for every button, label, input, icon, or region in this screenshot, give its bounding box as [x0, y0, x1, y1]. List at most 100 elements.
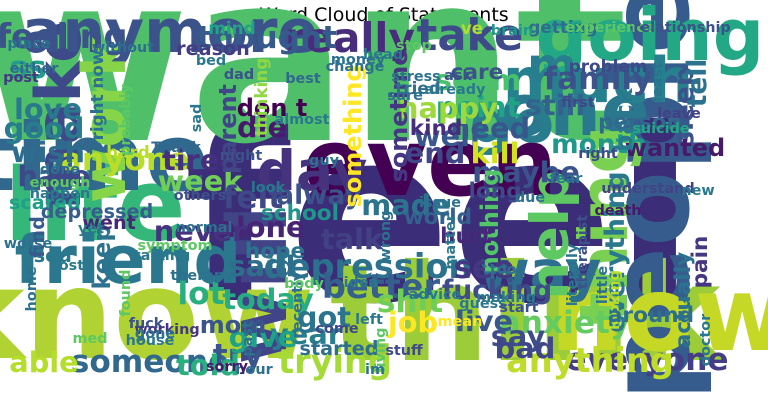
- word-still: still: [525, 88, 586, 122]
- word-want: want: [0, 0, 628, 196]
- word-fear: fear: [550, 171, 584, 187]
- word-see: see: [454, 250, 515, 286]
- word-issue: issue: [419, 195, 461, 211]
- word-leave: leave: [657, 106, 701, 122]
- word-guy: guy: [309, 153, 340, 169]
- word-death: death: [595, 203, 642, 219]
- word-end: end: [405, 136, 466, 170]
- word-nothing: nothing: [476, 169, 504, 274]
- word-someone: someone: [71, 344, 229, 380]
- word-now: now: [550, 255, 768, 375]
- word-getting: getting: [528, 17, 597, 37]
- word-give: give: [229, 320, 298, 354]
- word-thought: thought: [197, 20, 337, 56]
- word-wrong: wrong: [378, 211, 394, 262]
- word-said: said: [228, 249, 295, 283]
- word-ss: ss: [9, 50, 46, 86]
- word-done: done: [40, 162, 80, 178]
- word-tell: tell: [682, 59, 713, 108]
- word-going: going: [536, 0, 764, 77]
- word-new: new: [681, 183, 714, 199]
- word-sad: sad: [189, 104, 205, 133]
- word-pain: pain: [688, 236, 713, 289]
- word-already: already: [425, 82, 487, 98]
- word-thank: Thank: [151, 140, 201, 156]
- word-well: well: [414, 119, 480, 153]
- word-felt: felt: [223, 180, 283, 216]
- word-family: family: [544, 61, 653, 97]
- word-stop: stop: [396, 38, 432, 54]
- word-body: body: [284, 276, 324, 292]
- word-come: come: [315, 321, 358, 337]
- word-living: living: [373, 328, 389, 373]
- word-world: world: [404, 205, 472, 230]
- word-life: life: [4, 146, 185, 264]
- word-therapist: therapist: [575, 215, 591, 289]
- word-experience: experience: [565, 20, 655, 36]
- word-love: love: [14, 92, 82, 126]
- word-tried: tried: [395, 78, 440, 98]
- word-literally: literally: [565, 243, 581, 306]
- word-go: go: [470, 87, 554, 157]
- word-without: without: [92, 40, 154, 56]
- word-feeling: feeling: [0, 17, 128, 56]
- word-one: one: [500, 68, 650, 152]
- word-mean: mean: [438, 314, 483, 330]
- word-change: change: [326, 59, 385, 75]
- word-think: think: [330, 235, 724, 392]
- word-made: made: [361, 188, 451, 222]
- word-mind: mind: [208, 18, 255, 38]
- word-keep: keep: [88, 224, 116, 289]
- word-around: around: [608, 303, 694, 328]
- word-everything: everything: [600, 171, 631, 332]
- word-started: started: [300, 337, 379, 360]
- word-friend: friend: [15, 221, 242, 299]
- word-hate: hate: [17, 159, 90, 193]
- word-least: least: [650, 62, 666, 102]
- word-normal: normal: [176, 220, 233, 236]
- word-worse: worse: [4, 236, 53, 252]
- word-need: need: [450, 111, 530, 145]
- word-looking: looking: [607, 270, 623, 330]
- word-symptom: symptom: [137, 238, 212, 254]
- word-good: good: [4, 111, 85, 145]
- word-tired: tired: [162, 143, 240, 177]
- word-something: something: [339, 64, 367, 207]
- word-start: start: [499, 300, 538, 316]
- word-time: time: [0, 104, 209, 213]
- word-make: make: [22, 20, 95, 209]
- word-understand: understand: [601, 181, 694, 197]
- word-first: first: [561, 95, 594, 111]
- word-anything: anything: [506, 341, 674, 380]
- word-ve: ve: [461, 18, 483, 38]
- word-med: med: [72, 331, 107, 347]
- word-scared: scared: [9, 191, 81, 214]
- word-anymore: anymore: [22, 0, 318, 67]
- word-back: back: [610, 87, 638, 152]
- word-trying: trying: [278, 342, 392, 381]
- word-anyone: anyone: [61, 142, 189, 178]
- word-today: today: [222, 282, 314, 316]
- word-took: took: [490, 262, 527, 278]
- word-hour: hour: [235, 362, 273, 378]
- word-sorry: sorry: [206, 359, 249, 375]
- word-help: help: [520, 170, 581, 299]
- word-matter: matter: [443, 213, 459, 269]
- word-happy: happy: [398, 91, 498, 125]
- word-day: day: [256, 140, 367, 204]
- word-look: look: [251, 180, 286, 196]
- word-actually: actually: [671, 252, 696, 349]
- word-sleep: sleep: [669, 67, 700, 146]
- word-mom: mom: [200, 311, 267, 339]
- word-say: say: [491, 319, 546, 353]
- word-talk: talk: [321, 222, 384, 256]
- word-left: left: [355, 312, 383, 328]
- word-little: little: [595, 266, 611, 305]
- word-problem: problem: [569, 56, 647, 76]
- word-take: take: [417, 11, 524, 61]
- word-maybe: maybe: [472, 155, 579, 189]
- word-yet: yet: [78, 221, 104, 237]
- word-sure: sure: [387, 88, 423, 104]
- word-work: work: [70, 35, 140, 203]
